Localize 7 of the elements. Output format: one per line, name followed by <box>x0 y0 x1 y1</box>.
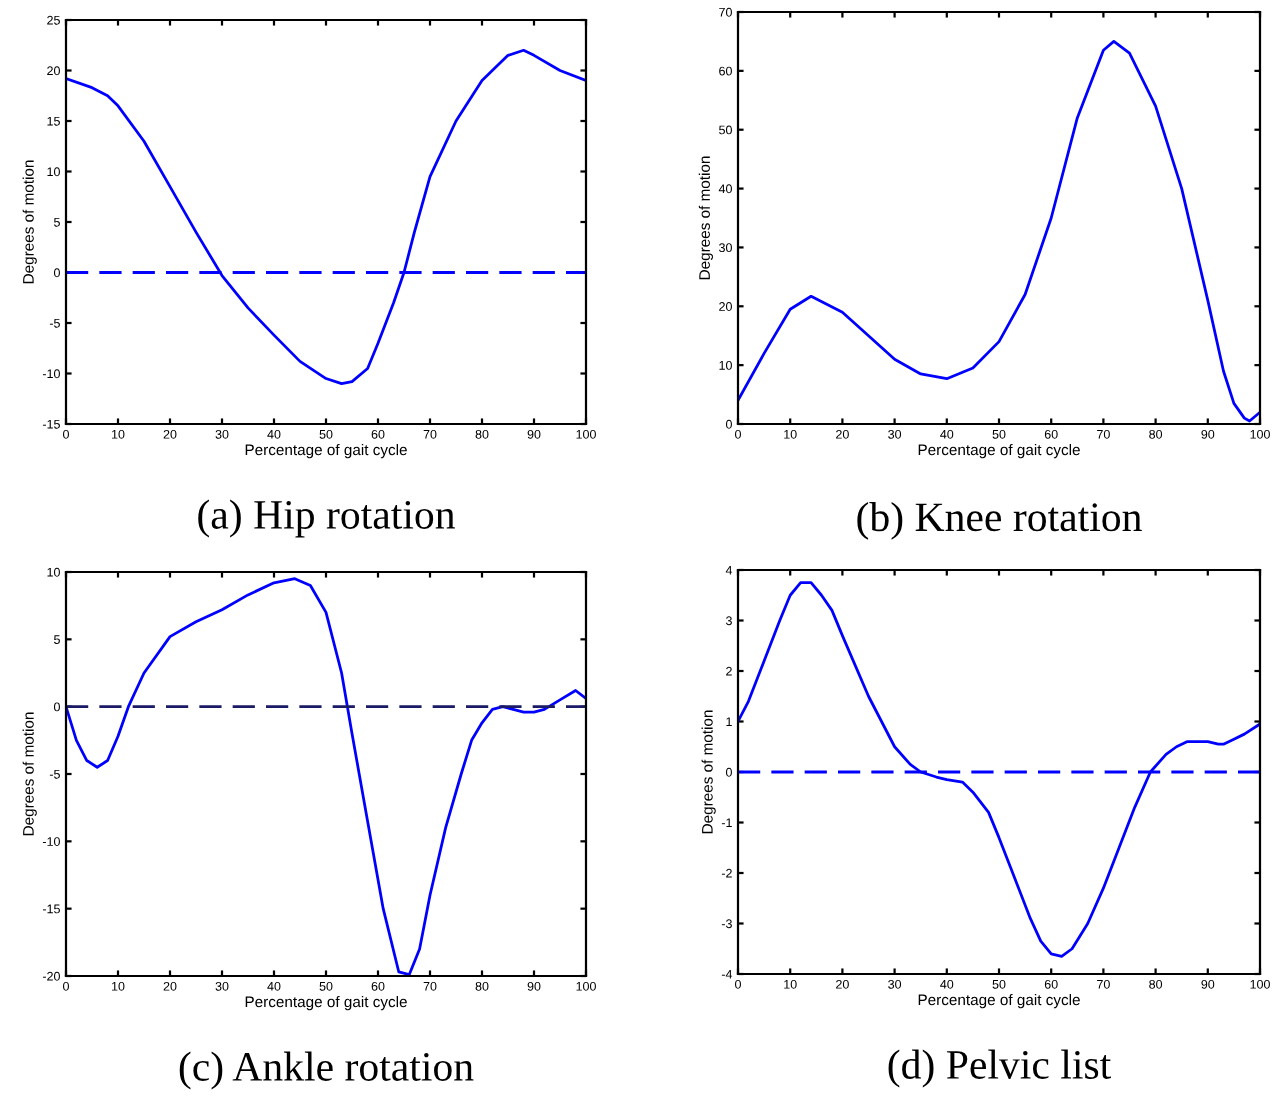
line-series <box>738 581 1260 958</box>
text: (b) Knee rotation <box>857 502 1142 540</box>
text: (a) Hip rotation <box>198 499 455 538</box>
line-series <box>66 48 586 385</box>
text: (d) Pelvic list <box>888 1049 1112 1088</box>
line-series <box>66 577 586 976</box>
text: (c) Ankle rotation <box>179 1051 474 1090</box>
